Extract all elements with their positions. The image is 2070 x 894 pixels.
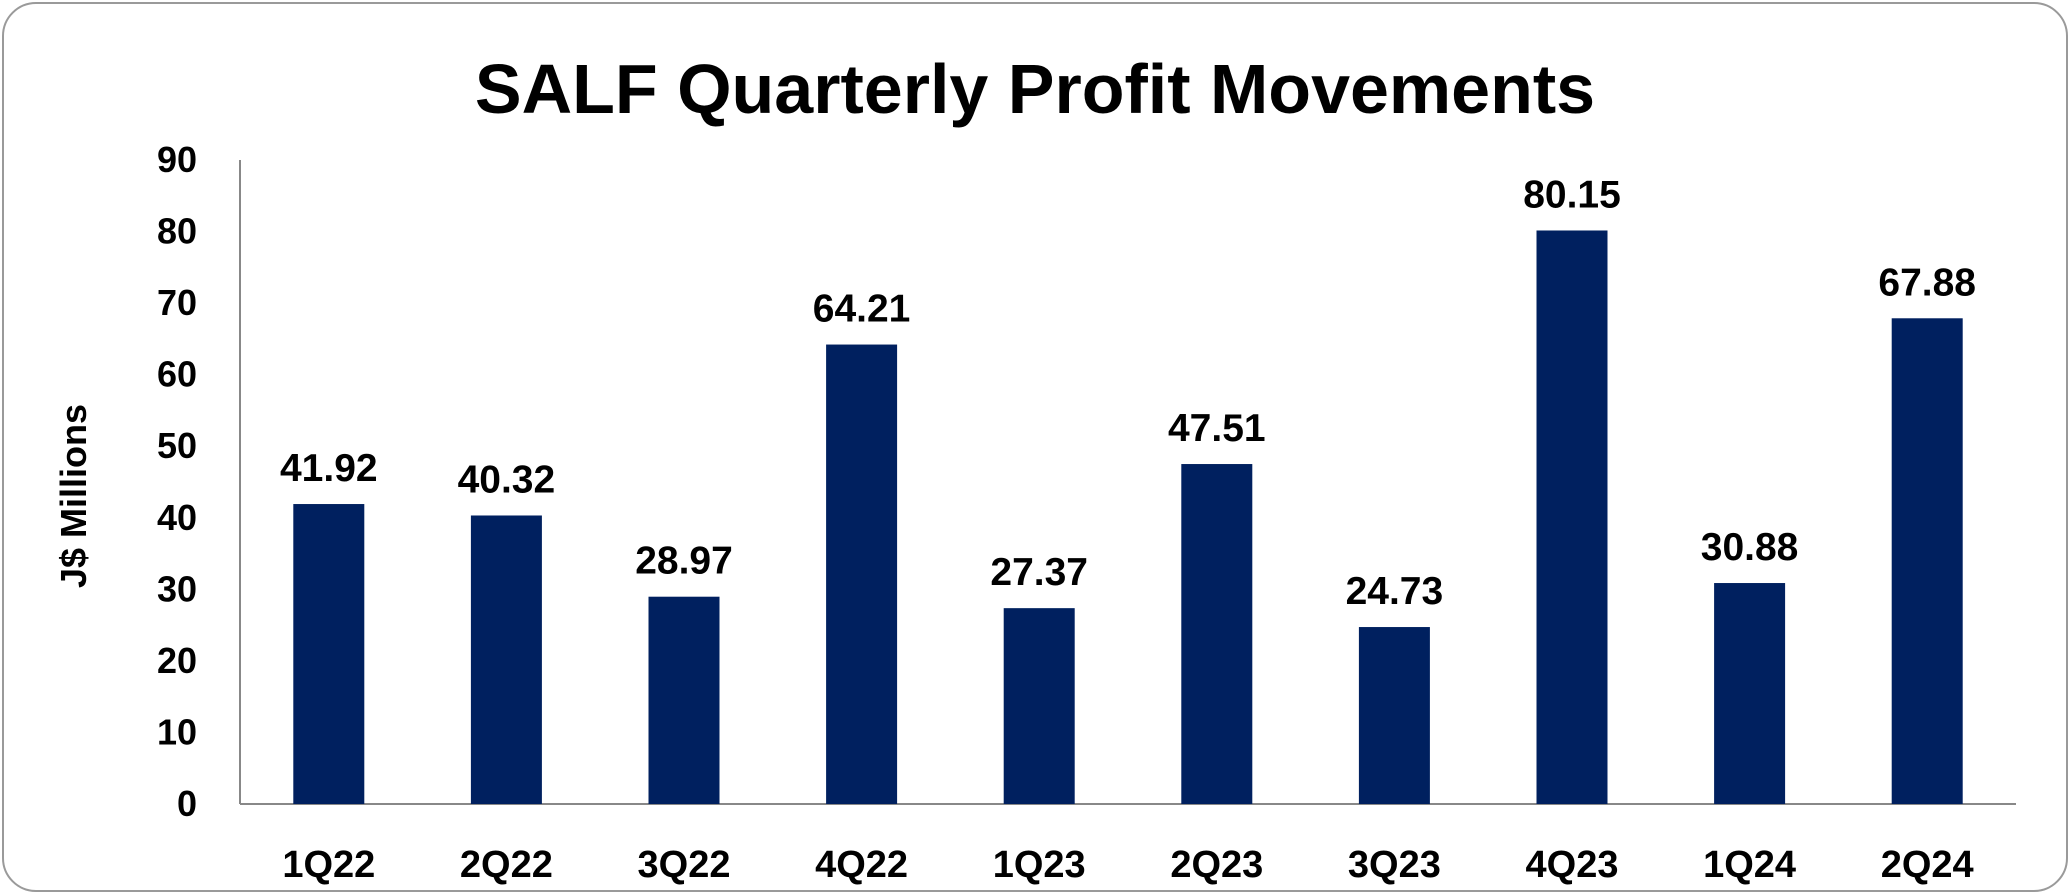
y-axis-label: J$ Millions — [53, 404, 94, 588]
value-label-2Q24: 67.88 — [1878, 261, 1976, 304]
y-tick-label: 10 — [157, 711, 197, 752]
x-tick-label-2Q24: 2Q24 — [1881, 844, 1974, 886]
x-tick-label-4Q23: 4Q23 — [1526, 844, 1619, 886]
y-tick-label: 70 — [157, 282, 197, 323]
bar-2Q22 — [470, 515, 542, 804]
x-tick-label-1Q22: 1Q22 — [282, 844, 375, 886]
y-tick-label: 30 — [157, 568, 197, 609]
value-label-2Q23: 47.51 — [1168, 407, 1266, 450]
bar-1Q22 — [293, 504, 365, 804]
y-tick-label: 0 — [177, 783, 197, 824]
value-label-1Q22: 41.92 — [280, 447, 378, 490]
bar-1Q24 — [1714, 583, 1786, 804]
x-tick-label-1Q23: 1Q23 — [993, 844, 1086, 886]
value-label-2Q22: 40.32 — [458, 458, 556, 501]
y-tick-label: 40 — [157, 497, 197, 538]
value-label-4Q22: 64.21 — [813, 288, 911, 331]
value-label-4Q23: 80.15 — [1523, 173, 1621, 216]
bars — [293, 230, 1963, 804]
value-label-3Q22: 28.97 — [635, 540, 733, 583]
y-tick-label: 80 — [157, 211, 197, 252]
bar-1Q23 — [1003, 608, 1075, 804]
x-tick-label-3Q22: 3Q22 — [638, 844, 731, 886]
y-tick-label: 60 — [157, 354, 197, 395]
x-tick-label-1Q24: 1Q24 — [1703, 844, 1796, 886]
value-label-3Q23: 24.73 — [1346, 570, 1444, 613]
chart-title: SALF Quarterly Profit Movements — [475, 50, 1595, 128]
value-label-1Q23: 27.37 — [990, 551, 1088, 594]
bar-3Q22 — [648, 596, 720, 804]
y-tick-label: 90 — [157, 139, 197, 180]
y-tick-label: 20 — [157, 640, 197, 681]
x-tick-label-2Q22: 2Q22 — [460, 844, 553, 886]
value-labels: 41.92 40.32 28.97 64.21 27.37 47.51 24.73 80.15… — [280, 173, 1976, 613]
category-labels: 1Q22 2Q22 3Q22 4Q22 1Q23 2Q23 3Q23 4Q23 1Q24 2Q24 — [282, 844, 1973, 886]
bar-2Q24 — [1891, 318, 1963, 804]
x-tick-label-2Q23: 2Q23 — [1170, 844, 1263, 886]
y-ticks: 0 10 20 30 40 50 60 70 80 90 — [157, 139, 197, 824]
value-label-1Q24: 30.88 — [1701, 526, 1799, 569]
x-tick-label-3Q23: 3Q23 — [1348, 844, 1441, 886]
bar-3Q23 — [1358, 627, 1430, 804]
bar-2Q23 — [1181, 464, 1253, 804]
x-tick-label-4Q22: 4Q22 — [815, 844, 908, 886]
y-tick-label: 50 — [157, 425, 197, 466]
bar-4Q23 — [1536, 230, 1608, 804]
bar-4Q22 — [826, 344, 898, 804]
